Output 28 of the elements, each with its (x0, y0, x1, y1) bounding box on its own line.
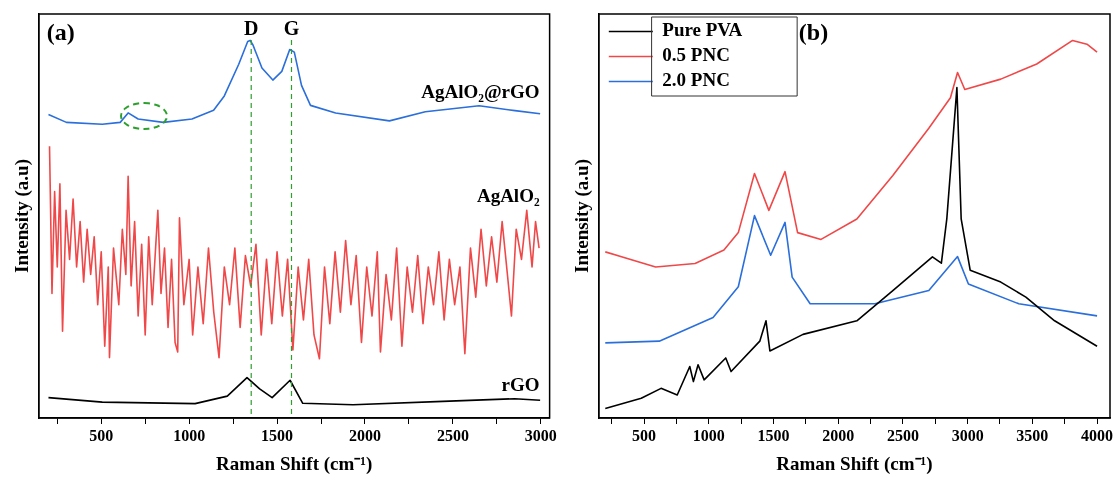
x-tick-label: 3000 (951, 426, 984, 444)
x-tick-label: 3000 (524, 426, 557, 444)
ref-line-label: D (243, 17, 259, 40)
y-axis-title: Intensity (a.u) (11, 158, 34, 274)
series-label: AgAlO₂@rGO (421, 80, 540, 102)
x-axis-title: Raman Shift (cm⁻¹) (216, 452, 373, 475)
x-axis-title: Raman Shift (cm⁻¹) (776, 452, 933, 475)
legend-label: 2.0 PNC (662, 69, 730, 91)
x-tick-label: 1000 (173, 426, 206, 444)
x-tick-label: 4000 (1081, 426, 1114, 444)
legend-label: 0.5 PNC (662, 44, 730, 66)
x-tick-label: 500 (89, 426, 114, 444)
legend-label: Pure PVA (662, 19, 743, 41)
x-tick-label: 2500 (436, 426, 469, 444)
chart-title: (a) (46, 19, 75, 46)
x-tick-label: 2000 (348, 426, 381, 444)
y-axis-title: Intensity (a.u) (571, 158, 594, 274)
ref-line-label: G (283, 17, 300, 40)
x-tick-label: 1500 (757, 426, 790, 444)
series-label: AgAlO₂ (476, 185, 540, 207)
series-label: rGO (501, 373, 540, 395)
x-tick-label: 2500 (886, 426, 919, 444)
x-tick-label: 1500 (261, 426, 294, 444)
chart-title: (b) (798, 19, 829, 46)
x-tick-label: 500 (632, 426, 657, 444)
x-tick-label: 2000 (822, 426, 855, 444)
x-tick-label: 1000 (692, 426, 725, 444)
x-tick-label: 3500 (1016, 426, 1049, 444)
